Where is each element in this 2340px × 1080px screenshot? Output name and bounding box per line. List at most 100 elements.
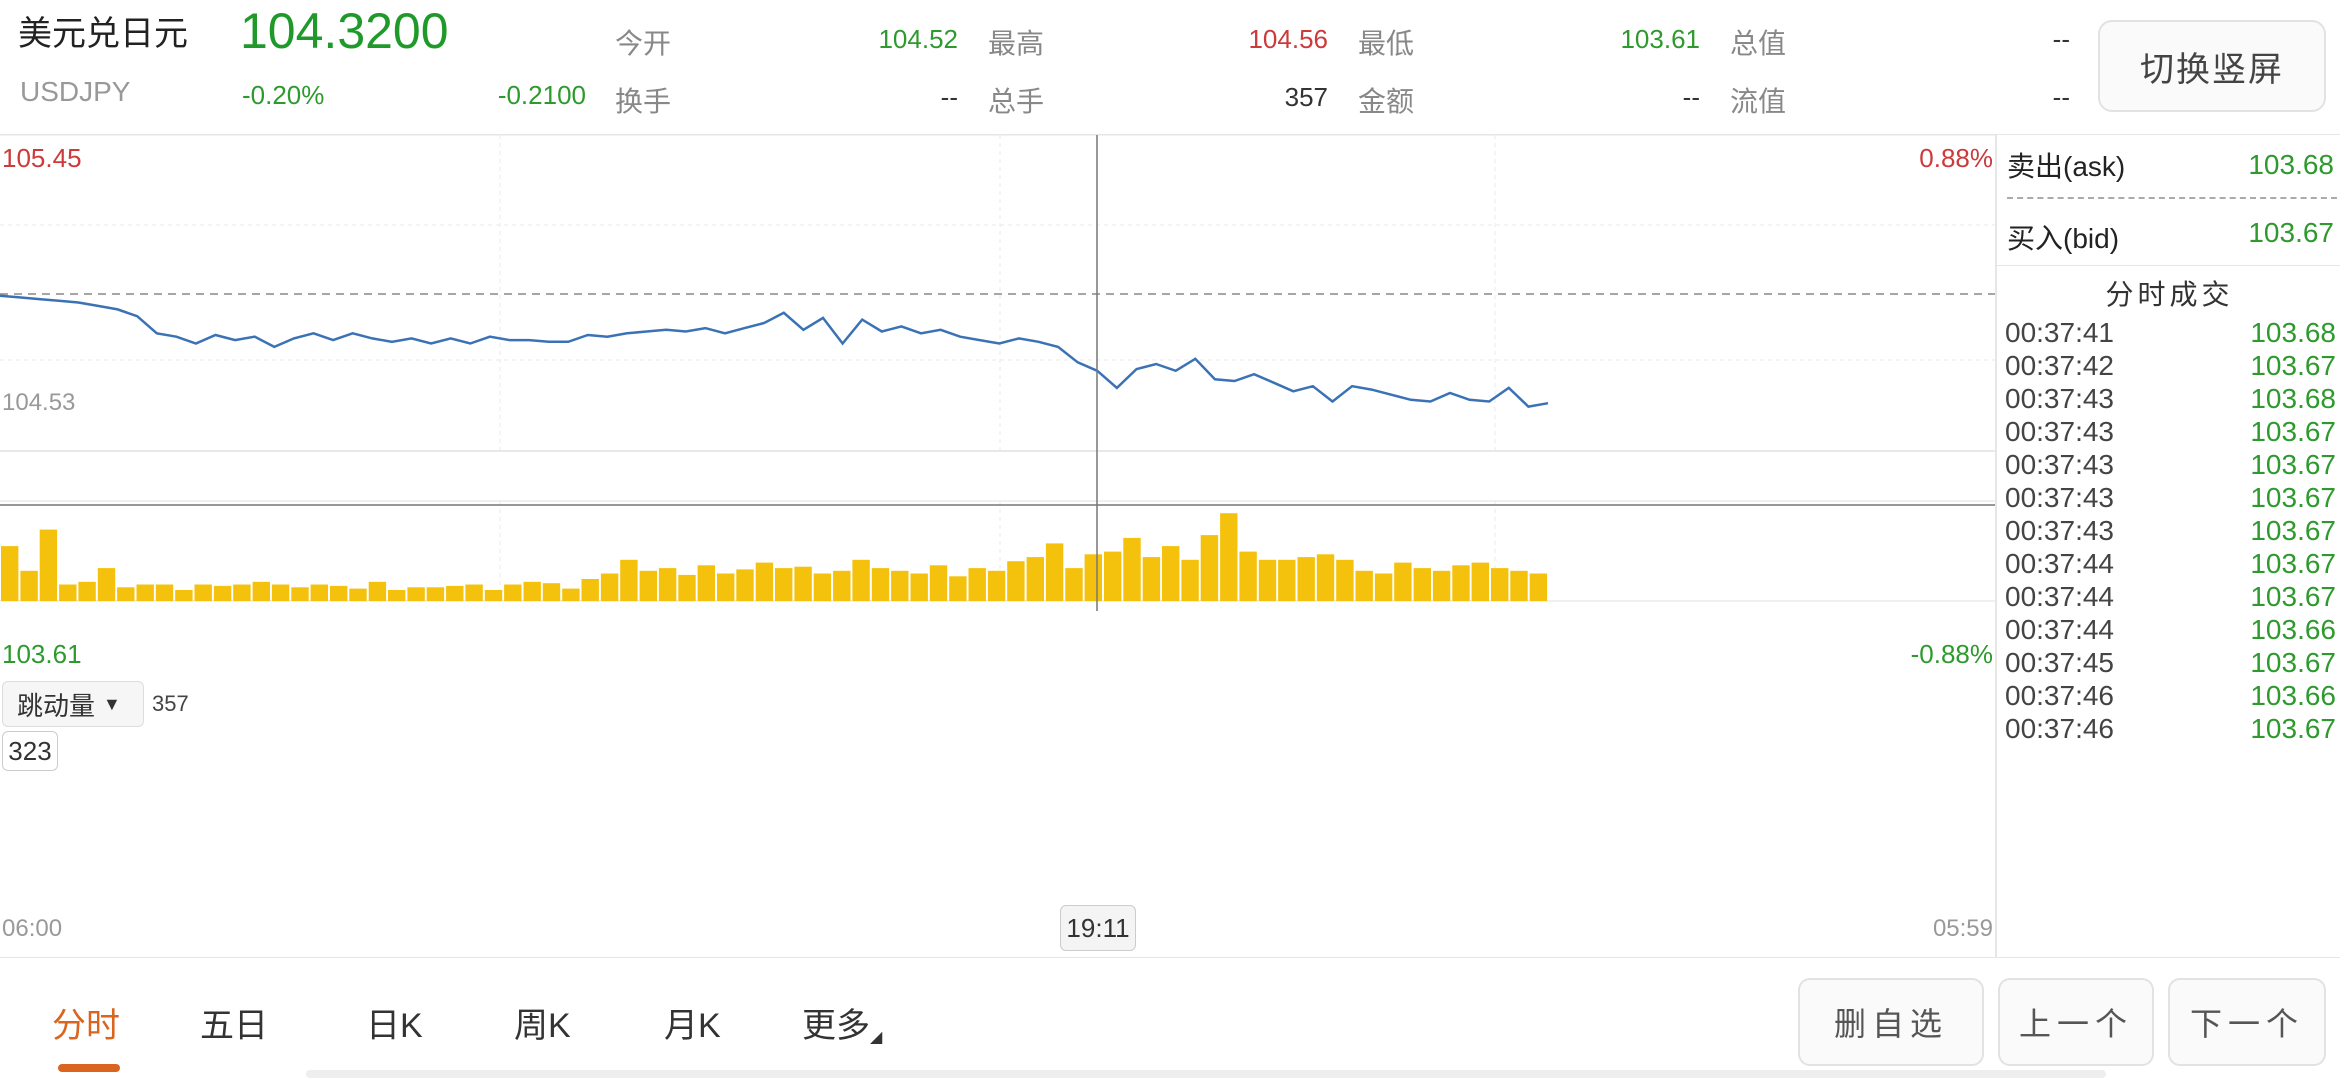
volume-bar: [833, 570, 851, 601]
trade-time: 00:37:45: [2005, 647, 2114, 678]
volume-bar: [1529, 573, 1548, 601]
trade-price: 103.67: [2250, 482, 2336, 513]
tab-more[interactable]: 更多◢: [802, 998, 882, 1047]
stat-value-low: 103.61: [1620, 24, 1700, 54]
volume-bars: [1, 513, 1548, 601]
volume-bar: [39, 529, 58, 601]
volume-bar: [1510, 570, 1528, 601]
toggle-portrait-button[interactable]: 切换竖屏: [2098, 20, 2326, 112]
upper-price-label: 105.45: [2, 143, 82, 173]
volume-bar: [446, 585, 464, 601]
next-button[interactable]: 下一个: [2168, 978, 2326, 1066]
volume-type-label: 跳动量: [17, 690, 96, 721]
stat-label-open: 今开: [615, 28, 672, 59]
stat-value-float-value: --: [2052, 82, 2070, 112]
crosshair: [0, 135, 1995, 611]
volume-bar: [1452, 565, 1470, 601]
horizontal-scrollbar[interactable]: [306, 1070, 2106, 1078]
volume-bar: [252, 581, 270, 601]
active-tab-indicator: [58, 1064, 120, 1072]
volume-bar: [968, 568, 986, 601]
volume-bar: [59, 584, 77, 601]
instrument-code: USDJPY: [20, 76, 131, 107]
volume-bar: [484, 590, 503, 601]
volume-bar: [426, 587, 445, 601]
stat-value-high: 104.56: [1248, 24, 1328, 54]
price-line: [0, 294, 1549, 408]
trade-price: 103.68: [2250, 317, 2336, 348]
stat-label-total-value: 总值: [1730, 28, 1787, 59]
tab-daily-k[interactable]: 日K: [366, 1007, 423, 1045]
trade-price: 103.67: [2250, 647, 2336, 678]
trade-row: 00:37:44 103.67: [1997, 548, 2340, 597]
remove-watchlist-button[interactable]: 删自选: [1798, 978, 1984, 1066]
tab-weekly-k[interactable]: 周K: [514, 1007, 571, 1045]
volume-bar: [504, 584, 522, 601]
quote-header: 美元兑日元 104.3200 USDJPY -0.20% -0.2100 今开 …: [0, 0, 2340, 135]
volume-bar: [1239, 551, 1257, 601]
volume-bar: [1007, 561, 1025, 601]
volume-bar: [1413, 568, 1431, 601]
volume-bar: [349, 588, 367, 601]
previous-button[interactable]: 上一个: [1998, 978, 2154, 1066]
chart-grid: [0, 135, 1995, 602]
chart-canvas[interactable]: [0, 135, 1995, 957]
tab-five-day[interactable]: 五日: [200, 1007, 268, 1045]
reference-price-label: 104.53: [2, 389, 76, 416]
stat-value-open: 104.52: [878, 24, 958, 54]
trade-time: 00:37:43: [2005, 515, 2114, 546]
trade-row: 00:37:43 103.67: [1997, 482, 2340, 531]
trade-time: 00:37:43: [2005, 383, 2114, 414]
volume-bar: [910, 573, 928, 601]
volume-bar: [1336, 559, 1354, 601]
tab-intraday[interactable]: 分时: [52, 1007, 120, 1045]
volume-bar: [1, 546, 19, 601]
volume-bar: [987, 570, 1006, 601]
trade-time: 00:37:41: [2005, 317, 2114, 348]
corner-triangle-icon: ◢: [870, 1029, 883, 1046]
volume-bar: [1316, 554, 1335, 601]
trades-divider: [1997, 265, 2340, 266]
intraday-chart[interactable]: 105.45 0.88% 104.53 103.61 -0.88% 跳动量 ▼ …: [0, 135, 1995, 957]
volume-bar: [523, 581, 541, 601]
volume-bar: [929, 565, 948, 601]
volume-bar: [20, 570, 38, 601]
trade-row: 00:37:42 103.67: [1997, 350, 2340, 399]
change-value: -0.2100: [497, 80, 586, 110]
bottom-toolbar: 分时 五日 日K 周K 月K 更多◢ 删自选 上一个 下一个: [0, 957, 2340, 1080]
volume-bar: [639, 570, 657, 601]
volume-type-dropdown[interactable]: 跳动量 ▼: [2, 681, 144, 727]
trade-price: 103.67: [2250, 416, 2336, 447]
volume-bar: [1084, 554, 1102, 601]
volume-bar: [1065, 568, 1083, 601]
tab-monthly-k[interactable]: 月K: [664, 1007, 721, 1045]
volume-bar: [213, 585, 232, 601]
instrument-name: 美元兑日元: [18, 15, 188, 53]
volume-bar: [775, 568, 793, 601]
volume-bar: [581, 579, 599, 601]
stat-label-low: 最低: [1358, 28, 1415, 59]
volume-bar: [1045, 543, 1064, 601]
trade-price: 103.67: [2250, 581, 2336, 612]
volume-bar: [736, 569, 754, 601]
volume-bar: [1297, 557, 1315, 601]
volume-bar: [697, 565, 715, 601]
trade-time: 00:37:43: [2005, 449, 2114, 480]
volume-bar: [1123, 537, 1141, 601]
stat-label-high: 最高: [988, 28, 1045, 59]
volume-bar: [1374, 573, 1393, 601]
volume-bar: [1394, 562, 1412, 601]
volume-bar: [1491, 568, 1509, 601]
stat-value-amount: --: [1682, 82, 1700, 112]
stat-value-turnover: --: [940, 82, 958, 112]
trade-time: 00:37:43: [2005, 482, 2114, 513]
caret-down-icon: ▼: [103, 693, 121, 714]
volume-bar: [891, 570, 909, 601]
trade-row: 00:37:46 103.67: [1997, 713, 2340, 762]
last-price: 104.3200: [240, 3, 449, 59]
tab-more-label: 更多: [802, 1007, 870, 1045]
trade-time: 00:37:44: [2005, 548, 2114, 579]
volume-bar: [717, 573, 735, 601]
volume-bar: [1220, 513, 1238, 601]
volume-bar: [465, 584, 483, 601]
